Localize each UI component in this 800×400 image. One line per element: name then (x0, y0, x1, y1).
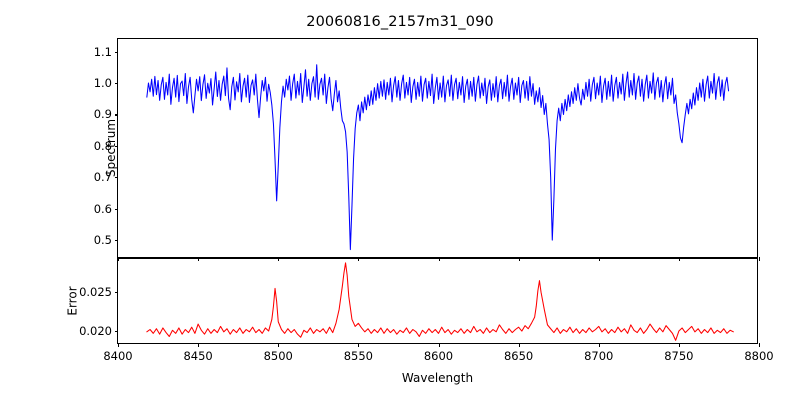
error-y-tick-mark (114, 331, 118, 333)
spectrum-x-tick-mark (759, 257, 761, 261)
error-y-axis-label: Error (65, 286, 80, 316)
spectrum-y-tick-mark (114, 114, 118, 116)
error-x-tick-label: 8600 (423, 349, 454, 363)
spectrum-y-tick-label: 0.7 (93, 170, 112, 185)
error-x-tick-label: 8550 (343, 349, 374, 363)
error-x-tick-label: 8650 (503, 349, 534, 363)
error-x-tick-label: 8800 (744, 349, 774, 363)
error-y-tick-label: 0.025 (79, 285, 112, 300)
spectrum-y-tick-mark (114, 177, 118, 179)
spectrum-y-tick-mark (114, 83, 118, 85)
error-x-tick-label: 8700 (584, 349, 614, 363)
error-x-tick-mark (678, 343, 680, 347)
spectrum-y-tick-label: 0.8 (93, 138, 112, 153)
spectrum-trace (146, 64, 730, 251)
error-x-tick-mark (198, 343, 200, 347)
error-x-tick-mark (118, 343, 120, 347)
spectrum-y-tick-label: 0.6 (93, 201, 112, 216)
x-axis-label: Wavelength (401, 371, 474, 385)
spectrum-y-tick-mark (114, 145, 118, 147)
error-x-tick-mark (358, 343, 360, 347)
error-x-tick-mark (598, 343, 600, 347)
error-y-tick-mark (114, 292, 118, 294)
error-trace (146, 262, 734, 341)
spectrum-y-tick-label: 0.5 (93, 233, 112, 248)
error-x-tick-mark (438, 343, 440, 347)
spectrum-line-plot (146, 64, 730, 251)
spectrum-y-tick-label: 1.1 (93, 44, 112, 59)
spectrum-y-tick-mark (114, 240, 118, 242)
error-line-plot (146, 262, 734, 341)
error-x-tick-mark (278, 343, 280, 347)
error-x-tick-label: 8400 (103, 349, 133, 363)
spectrum-panel: Spectrum 0.5 0.6 0.7 0.8 0.9 1.0 1.1 (94, 38, 761, 261)
spectrum-y-tick-mark (114, 208, 118, 210)
error-x-tick-mark (518, 343, 520, 347)
spectrum-y-tick-label: 0.9 (93, 107, 112, 122)
error-y-tick-label: 0.020 (79, 324, 112, 339)
error-x-tick-mark (759, 343, 761, 347)
spectrum-y-tick-label: 1.0 (93, 76, 112, 90)
spectrum-y-tick-mark (114, 51, 118, 53)
error-x-tick-label: 8450 (183, 349, 213, 363)
error-x-tick-label: 8750 (664, 349, 694, 363)
error-x-tick-label: 8500 (263, 349, 293, 363)
page-title: 20060816_2157m31_090 (306, 14, 494, 30)
error-panel: Error 0.020 0.025 8400 8450 8500 8550 8600 865… (66, 258, 774, 363)
